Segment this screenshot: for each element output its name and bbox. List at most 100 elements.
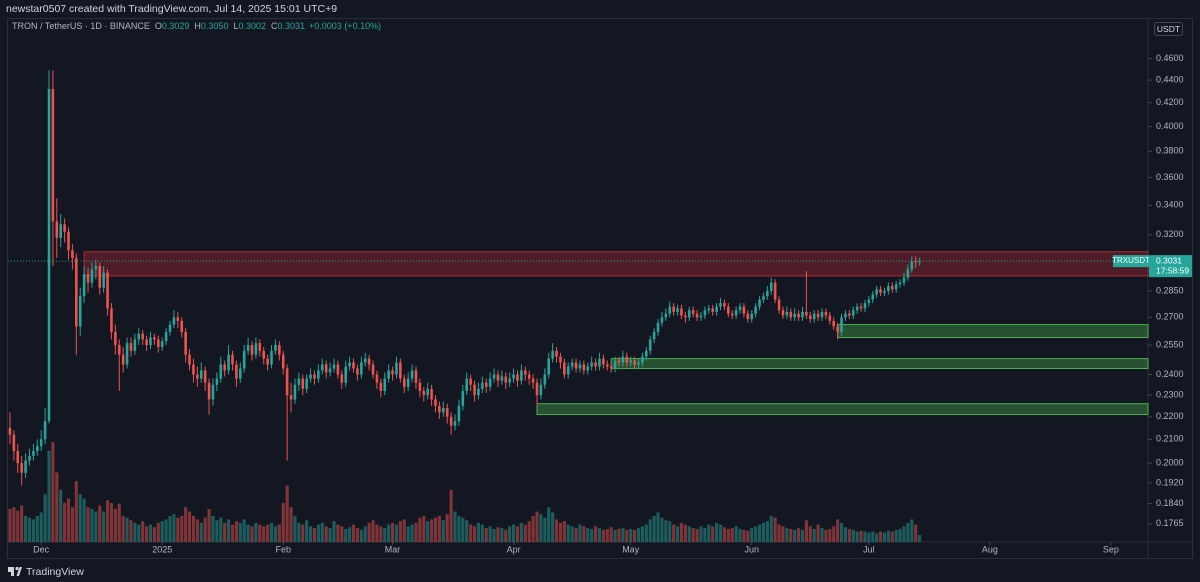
currency-box[interactable]	[1154, 22, 1183, 36]
volume-bar	[757, 524, 762, 542]
volume-bar	[609, 527, 613, 542]
candle-body	[851, 310, 855, 316]
candle-body	[309, 374, 312, 379]
volume-bar	[761, 522, 766, 542]
volume-bar	[668, 521, 672, 542]
volume-bar	[594, 526, 598, 542]
candle-body	[777, 299, 781, 311]
candle-body	[894, 284, 898, 290]
legend-value: 0.3029	[162, 21, 190, 31]
candle-body	[539, 384, 543, 396]
volume-bar	[367, 522, 371, 542]
candle-body	[496, 374, 500, 381]
volume-bar	[433, 517, 438, 542]
volume-bar	[125, 517, 129, 542]
volume-bar	[597, 528, 602, 542]
volume-bar	[636, 528, 641, 542]
candle-body	[914, 261, 917, 263]
candle-body	[559, 356, 562, 363]
candle-body	[379, 382, 383, 391]
candle-body	[363, 358, 367, 363]
candle-body	[270, 350, 273, 365]
volume-bar	[340, 526, 344, 542]
volume-bar	[426, 521, 430, 542]
volume-bar	[570, 526, 574, 542]
candle-body	[797, 313, 800, 318]
candle-body	[110, 308, 113, 332]
volume-bar	[512, 524, 516, 542]
candle-body	[215, 378, 219, 385]
candle-body	[387, 370, 390, 379]
candle-body	[512, 374, 515, 379]
candle-body	[730, 313, 734, 316]
candle-body	[703, 310, 707, 316]
x-tick-label: May	[622, 544, 640, 554]
candle-body	[402, 378, 406, 387]
volume-bar	[74, 481, 78, 542]
candle-body	[461, 390, 465, 406]
candle-body	[484, 382, 488, 387]
zone	[83, 251, 1149, 277]
volume-bar	[387, 524, 391, 542]
candle-body	[164, 331, 168, 342]
candle-body	[793, 313, 796, 318]
volume-bar	[230, 524, 235, 542]
candle-body	[313, 374, 316, 379]
candle-body	[35, 446, 39, 452]
candle-body	[305, 378, 308, 389]
volume-bar	[566, 524, 570, 542]
candle-body	[117, 345, 121, 355]
volume-bar	[812, 528, 816, 542]
volume-bar	[277, 524, 281, 542]
candle-body	[855, 306, 859, 311]
y-tick-label: 0.2850	[1156, 285, 1184, 295]
candle-body	[336, 364, 340, 375]
y-tick-label: 0.3400	[1156, 200, 1184, 210]
volume-bar	[137, 524, 141, 542]
candle-body	[648, 339, 652, 351]
candle-body	[356, 368, 359, 375]
volume-bar	[898, 528, 902, 542]
volume-bar	[383, 528, 387, 542]
volume-bar	[418, 517, 422, 542]
volume-bar	[656, 512, 660, 542]
volume-bar	[527, 521, 531, 542]
volume-bar	[586, 528, 590, 542]
candle-body	[227, 354, 230, 371]
candle-body	[172, 317, 176, 325]
volume-bar	[273, 526, 277, 542]
volume-bar	[605, 528, 609, 542]
volume-bar	[617, 528, 621, 542]
volume-bar	[855, 531, 859, 542]
volume-bar	[43, 494, 47, 542]
volume-bar	[769, 515, 773, 542]
candle-body	[707, 308, 711, 311]
header-text: newstar0507 created with TradingView.com…	[6, 3, 337, 15]
candle-body	[293, 384, 297, 400]
candle-body	[285, 368, 289, 396]
volume-bar	[894, 529, 898, 542]
volume-bar	[390, 522, 395, 542]
y-tick-label: 0.1765	[1156, 518, 1184, 528]
y-tick-label: 0.2700	[1156, 312, 1184, 322]
volume-bar	[523, 524, 527, 542]
volume-bar	[679, 522, 684, 542]
candle-body	[289, 395, 293, 400]
candle-body	[633, 360, 636, 365]
candle-body	[863, 303, 867, 309]
volume-bar	[629, 528, 633, 542]
volume-bar	[859, 530, 863, 542]
volume-bar	[113, 508, 117, 542]
candle-body	[98, 266, 102, 288]
candle-body	[367, 358, 371, 365]
candle-body	[453, 421, 457, 426]
candle-body	[766, 291, 769, 297]
volume-bar	[500, 528, 504, 542]
candle-body	[465, 378, 469, 391]
candle-body	[840, 317, 843, 332]
volume-bar	[496, 527, 500, 542]
volume-bar	[375, 524, 379, 542]
volume-bar	[394, 524, 399, 542]
last-price-name: TRXUSDT	[1112, 256, 1150, 265]
volume-bar	[258, 524, 262, 542]
